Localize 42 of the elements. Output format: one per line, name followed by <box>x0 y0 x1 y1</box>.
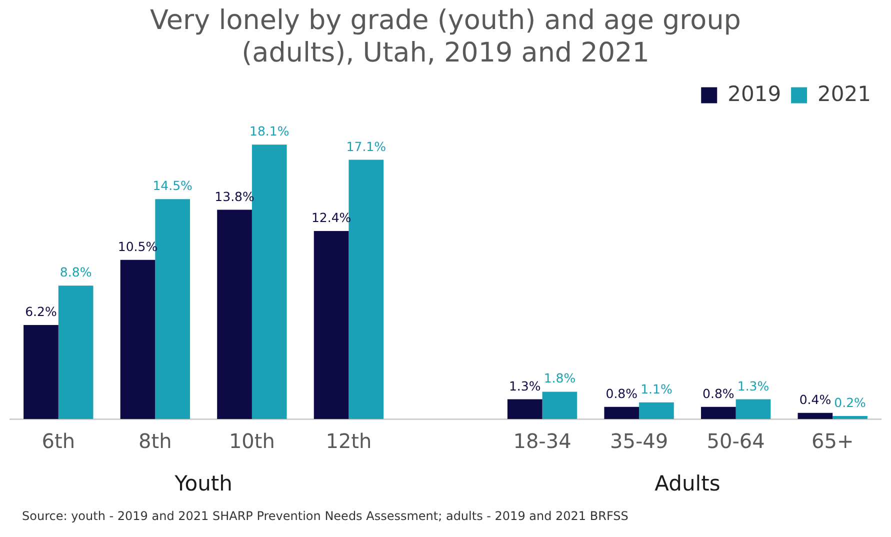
chart-title: Very lonely by grade (youth) and age group (adults), Utah, 2019 and 2021 <box>150 5 741 69</box>
data-label: 0.8% <box>606 386 638 401</box>
bar <box>639 402 674 419</box>
bar <box>832 416 868 419</box>
bar <box>348 160 384 419</box>
source-note: Source: youth - 2019 and 2021 SHARP Prevention Needs Assessment; adults - 2019 and 2021 BRFSS <box>22 509 628 524</box>
x-tick-label: 12th <box>326 429 372 454</box>
x-tick-label: 10th <box>228 429 275 454</box>
bar <box>798 412 833 419</box>
text: Adults <box>654 471 720 496</box>
data-label: 17.1% <box>346 138 386 154</box>
data-label: 6.2% <box>25 304 57 320</box>
bar <box>155 199 190 419</box>
data-label: 8.8% <box>60 264 92 280</box>
data-label: 1.8% <box>544 370 576 386</box>
data-label: 18.1% <box>250 124 290 139</box>
x-tick-label: 35-49 <box>610 429 668 454</box>
data-label: 1.3% <box>737 378 770 394</box>
bar <box>217 210 252 419</box>
bar <box>314 231 349 419</box>
bar <box>604 406 640 419</box>
x-tick-label: 65+ <box>812 429 854 454</box>
x-tick-label: 6th <box>42 429 76 454</box>
x-tick-label: 8th <box>138 429 172 454</box>
data-label: 14.5% <box>152 178 193 194</box>
legend-label: 2019 <box>728 82 782 106</box>
data-label: 1.3% <box>508 378 541 394</box>
bar <box>700 406 736 419</box>
text: Youth <box>174 471 232 496</box>
bar <box>24 325 58 419</box>
legend-label: 2021 <box>818 82 872 106</box>
data-label: 0.8% <box>702 386 734 401</box>
bar <box>542 392 578 419</box>
bar <box>120 260 156 419</box>
bar <box>736 399 771 419</box>
x-tick-label: 50-64 <box>706 429 765 454</box>
x-tick-label: 18-34 <box>513 429 572 454</box>
bar <box>507 399 542 419</box>
bar <box>58 286 94 419</box>
data-label: 0.4% <box>799 392 832 407</box>
data-label: 0.2% <box>834 394 866 410</box>
data-label: 1.1% <box>640 381 672 396</box>
